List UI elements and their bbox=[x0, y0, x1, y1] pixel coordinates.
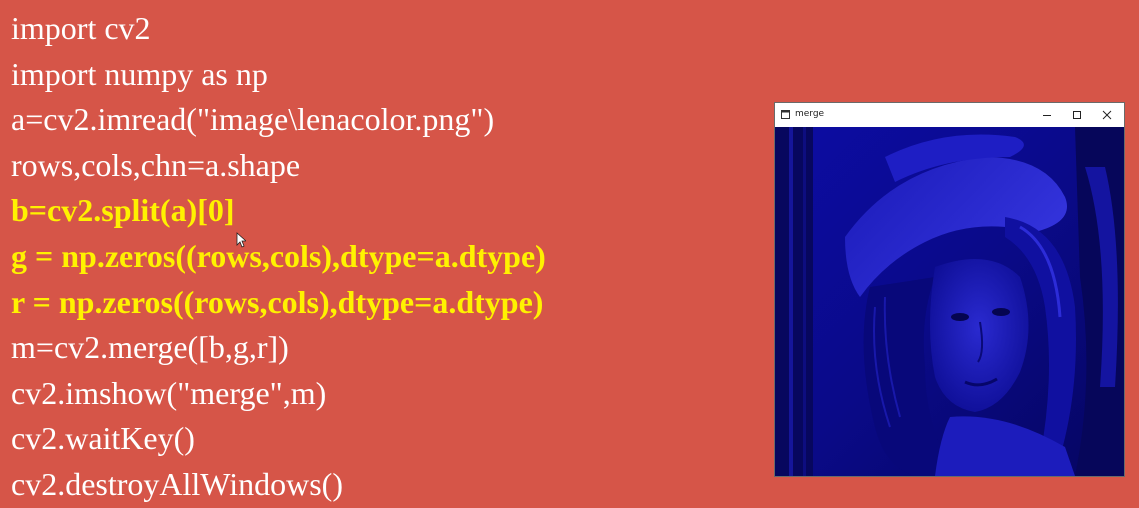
code-block: import cv2 import numpy as np a=cv2.imre… bbox=[11, 6, 546, 508]
close-icon bbox=[1102, 110, 1112, 120]
app-window-icon bbox=[781, 110, 790, 119]
code-line: cv2.waitKey() bbox=[11, 420, 195, 457]
close-button[interactable] bbox=[1093, 103, 1121, 127]
code-line-highlighted: b=cv2.split(a)[0] bbox=[11, 192, 235, 229]
maximize-button[interactable] bbox=[1063, 103, 1091, 127]
blue-channel-portrait bbox=[775, 127, 1124, 476]
code-line: import cv2 bbox=[11, 10, 151, 46]
code-line: import numpy as np bbox=[11, 55, 268, 92]
code-line-highlighted: r = np.zeros((rows,cols),dtype=a.dtype) bbox=[11, 283, 544, 320]
window-title: merge bbox=[795, 109, 825, 119]
code-line: m=cv2.merge([b,g,r]) bbox=[11, 329, 289, 366]
code-line-highlighted: g = np.zeros((rows,cols),dtype=a.dtype) bbox=[11, 237, 546, 274]
code-line: cv2.destroyAllWindows() bbox=[11, 465, 343, 502]
minimize-button[interactable] bbox=[1033, 103, 1061, 127]
code-line: rows,cols,chn=a.shape bbox=[11, 146, 301, 183]
merged-image bbox=[775, 127, 1124, 476]
code-line: cv2.imshow("merge",m) bbox=[11, 374, 327, 411]
mouse-pointer-icon bbox=[236, 232, 246, 248]
maximize-icon bbox=[1073, 111, 1081, 119]
window-titlebar[interactable]: merge bbox=[775, 103, 1124, 127]
merge-window[interactable]: merge bbox=[774, 102, 1125, 477]
code-line: a=cv2.imread("image\lenacolor.png") bbox=[11, 101, 495, 138]
minimize-icon bbox=[1043, 115, 1051, 116]
